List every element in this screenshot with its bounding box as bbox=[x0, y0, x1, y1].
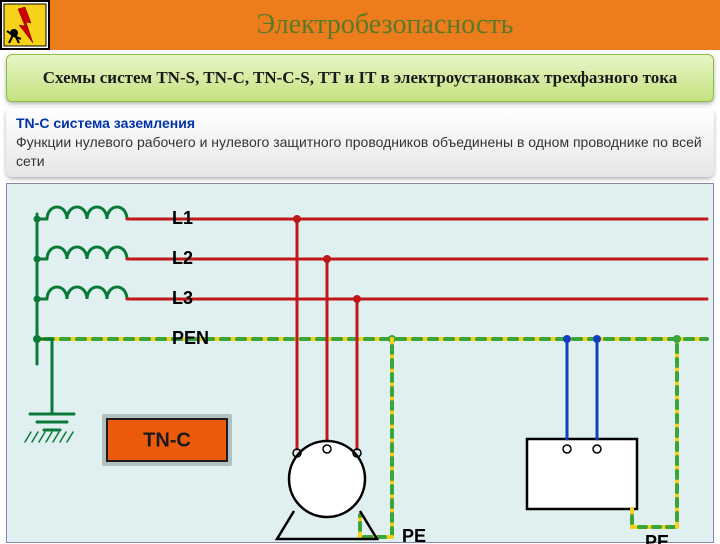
hazard-icon bbox=[0, 0, 50, 50]
svg-text:PEN: PEN bbox=[172, 327, 209, 347]
page-title: Электробезопасность bbox=[257, 9, 514, 41]
description-title: TN-C система заземления bbox=[16, 115, 195, 131]
circuit-diagram: L1 L2 L3 PEN TN-C PE PE bbox=[6, 183, 714, 543]
svg-text:L3: L3 bbox=[172, 287, 193, 307]
description-box: TN-C система заземления Функции нулевого… bbox=[6, 108, 714, 177]
svg-text:PE: PE bbox=[645, 531, 669, 543]
svg-text:TN-C: TN-C bbox=[143, 429, 191, 451]
header-title-box: Электробезопасность bbox=[50, 0, 720, 50]
svg-text:PE: PE bbox=[402, 525, 426, 543]
header-bar: Электробезопасность bbox=[0, 0, 720, 50]
subtitle-text: Схемы систем TN-S, TN-C, TN-C-S, TT и IT… bbox=[43, 68, 678, 88]
svg-text:L2: L2 bbox=[172, 247, 193, 267]
description-body: Функции нулевого рабочего и нулевого защ… bbox=[16, 134, 702, 169]
svg-text:L1: L1 bbox=[172, 207, 193, 227]
subtitle-bar: Схемы систем TN-S, TN-C, TN-C-S, TT и IT… bbox=[6, 54, 714, 102]
